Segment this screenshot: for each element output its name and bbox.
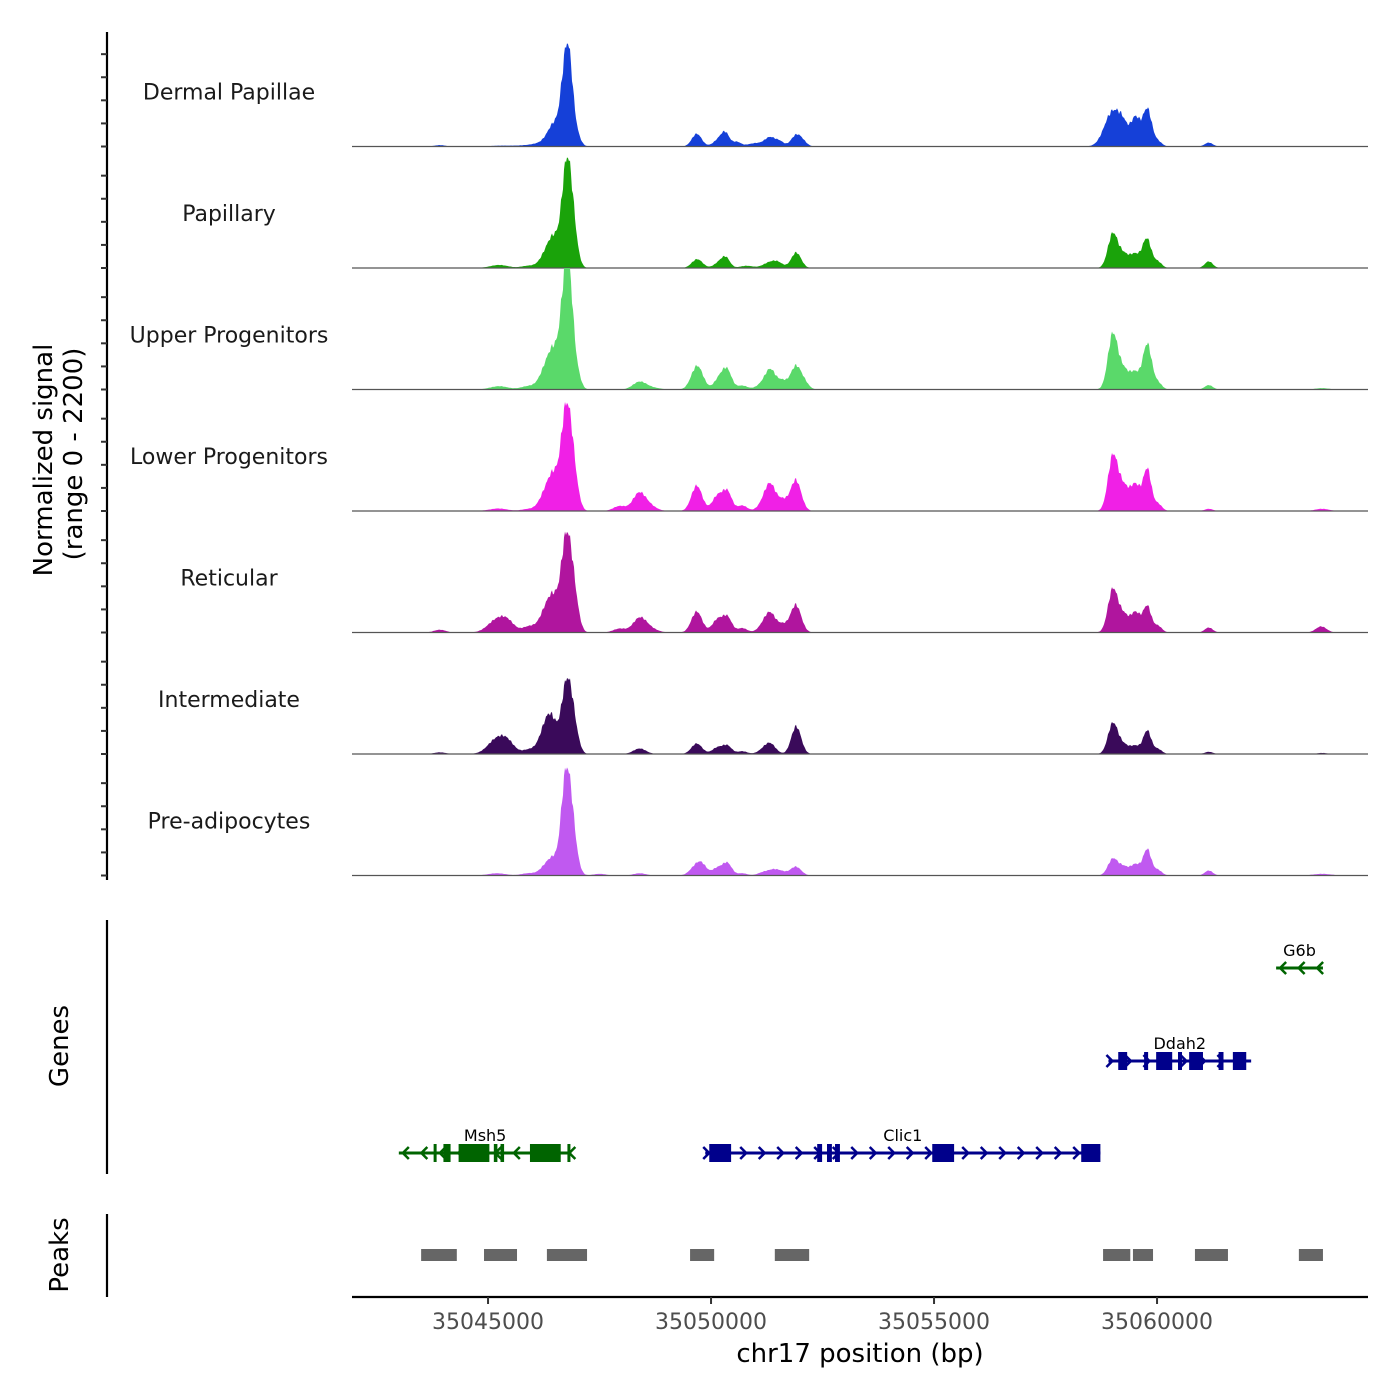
exon bbox=[458, 1144, 490, 1162]
signal-area bbox=[352, 43, 1368, 147]
strand-arrow bbox=[757, 1146, 767, 1160]
peak-region bbox=[1132, 1249, 1154, 1261]
track-pre-adipocytes: Pre-adipocytes bbox=[148, 767, 1368, 877]
strand-arrow bbox=[998, 1146, 1008, 1160]
exon bbox=[709, 1144, 732, 1162]
signal-area bbox=[352, 157, 1368, 268]
strand-arrow bbox=[401, 1146, 410, 1160]
peaks-panel-label: Peaks bbox=[45, 1217, 75, 1292]
gene-label: G6b bbox=[1283, 941, 1316, 960]
track-dermal-papillae: Dermal Papillae bbox=[143, 43, 1368, 148]
strand-arrow bbox=[1016, 1146, 1026, 1160]
signal-y-axis bbox=[101, 32, 109, 880]
exon bbox=[1218, 1052, 1224, 1070]
track-label: Dermal Papillae bbox=[143, 81, 315, 106]
y-axis-title: Normalized signal (range 0 - 2200) bbox=[29, 344, 89, 577]
track-label: Intermediate bbox=[158, 688, 300, 713]
strand-arrow bbox=[905, 1146, 915, 1160]
strand-arrow bbox=[1315, 961, 1325, 975]
genes-panel: Genes Msh5 Clic1 Ddah2 G6b bbox=[45, 920, 1325, 1174]
x-tick-label: 35045000 bbox=[432, 1310, 544, 1335]
x-axis-title: chr17 position (bp) bbox=[736, 1339, 983, 1369]
peak-region bbox=[546, 1249, 588, 1261]
x-axis: 35045000 35050000 35055000 35060000 chr17 p… bbox=[352, 1295, 1368, 1369]
exon bbox=[443, 1144, 451, 1162]
strand-arrow bbox=[1035, 1146, 1045, 1160]
strand-arrow bbox=[1053, 1146, 1063, 1160]
signal-area bbox=[352, 767, 1368, 876]
strand-arrow bbox=[1296, 961, 1306, 975]
peak-region bbox=[421, 1249, 457, 1261]
strand-arrow bbox=[961, 1146, 971, 1160]
strand-arrow bbox=[868, 1146, 878, 1160]
gene-msh5: Msh5 bbox=[398, 1126, 577, 1162]
exon bbox=[1232, 1052, 1247, 1070]
exon bbox=[835, 1144, 840, 1162]
gene-label: Clic1 bbox=[883, 1126, 922, 1145]
track-label: Papillary bbox=[182, 202, 276, 227]
exon bbox=[1178, 1052, 1183, 1070]
track-reticular: Reticular bbox=[180, 531, 1368, 634]
track-intermediate: Intermediate bbox=[158, 678, 1368, 755]
strand-arrow bbox=[776, 1146, 786, 1160]
strand-arrow bbox=[419, 1146, 429, 1160]
signal-area bbox=[352, 678, 1368, 754]
strand-arrow bbox=[512, 1146, 521, 1160]
peak-region bbox=[774, 1249, 810, 1261]
exon bbox=[433, 1144, 437, 1162]
genes-panel-label: Genes bbox=[45, 1005, 75, 1087]
peak-region bbox=[1298, 1249, 1323, 1261]
strand-arrow bbox=[1072, 1146, 1082, 1160]
strand-arrow bbox=[739, 1146, 749, 1160]
track-label: Pre-adipocytes bbox=[148, 810, 311, 835]
strand-arrow bbox=[794, 1146, 804, 1160]
exon bbox=[1156, 1052, 1173, 1070]
y-axis-title-line2: (range 0 - 2200) bbox=[59, 348, 89, 561]
gene-label: Ddah2 bbox=[1153, 1034, 1206, 1053]
x-tick-label: 35060000 bbox=[1101, 1310, 1213, 1335]
peak-region bbox=[484, 1249, 518, 1261]
strand-arrow bbox=[1278, 961, 1288, 975]
exon bbox=[529, 1144, 561, 1162]
track-label: Lower Progenitors bbox=[130, 445, 328, 470]
track-label: Reticular bbox=[180, 567, 278, 592]
strand-arrow bbox=[850, 1146, 860, 1160]
exon bbox=[932, 1144, 955, 1162]
exon bbox=[500, 1144, 505, 1162]
gene-label: Msh5 bbox=[464, 1126, 506, 1145]
exon bbox=[567, 1144, 571, 1162]
strand-arrow bbox=[1179, 1054, 1189, 1068]
strand-arrow bbox=[887, 1146, 897, 1160]
peak-region bbox=[1103, 1249, 1131, 1261]
track-lower-progenitors: Lower Progenitors bbox=[130, 401, 1368, 512]
gene-g6b: G6b bbox=[1276, 941, 1325, 975]
signal-tracks: Dermal Papillae Papillary Upper Progenitor… bbox=[130, 43, 1368, 877]
exon bbox=[1189, 1052, 1203, 1070]
peak-region bbox=[1194, 1249, 1228, 1261]
exon bbox=[1144, 1052, 1149, 1070]
strand-arrow bbox=[979, 1146, 989, 1160]
strand-arrow bbox=[1105, 1054, 1115, 1068]
y-axis-title-line1: Normalized signal bbox=[29, 344, 59, 577]
signal-area bbox=[352, 268, 1368, 390]
exon bbox=[493, 1144, 498, 1162]
track-label: Upper Progenitors bbox=[130, 324, 329, 349]
x-tick-label: 35050000 bbox=[655, 1310, 767, 1335]
gene-ddah2: Ddah2 bbox=[1105, 1034, 1252, 1070]
signal-area bbox=[352, 531, 1368, 633]
strand-arrow bbox=[702, 1146, 712, 1160]
signal-area bbox=[352, 401, 1368, 511]
peak-region bbox=[690, 1249, 715, 1261]
track-upper-progenitors: Upper Progenitors bbox=[130, 268, 1368, 391]
exon bbox=[817, 1144, 823, 1162]
x-tick-label: 35055000 bbox=[878, 1310, 990, 1335]
exon bbox=[1118, 1052, 1128, 1070]
peaks-panel: Peaks bbox=[45, 1214, 1323, 1297]
exon bbox=[826, 1144, 832, 1162]
strand-arrow bbox=[924, 1146, 934, 1160]
gene-clic1: Clic1 bbox=[702, 1126, 1101, 1162]
track-papillary: Papillary bbox=[182, 157, 1368, 269]
exon bbox=[1081, 1144, 1101, 1162]
